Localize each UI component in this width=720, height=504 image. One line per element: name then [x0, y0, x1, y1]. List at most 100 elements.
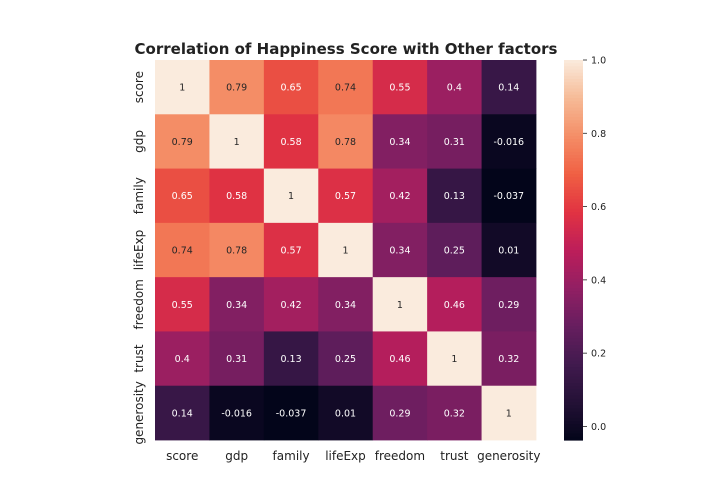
colorbar-segment	[564, 129, 583, 134]
colorbar-segment	[564, 221, 583, 226]
colorbar-segment	[564, 240, 583, 245]
colorbar-segment	[564, 98, 583, 102]
colorbar-segment	[564, 303, 583, 308]
colorbar-segment	[564, 196, 583, 200]
colorbar-segment	[564, 433, 583, 438]
cell-label-trust-freedom: 0.46	[389, 354, 410, 365]
cell-label-gdp-freedom: 0.34	[389, 137, 410, 148]
colorbar-tick-label-0.2: 0.2	[591, 349, 606, 360]
colorbar-segment	[564, 107, 583, 112]
colorbar-segment	[564, 180, 583, 185]
colorbar-segment	[564, 85, 583, 90]
colorbar-segment	[564, 398, 583, 403]
colorbar-segment	[564, 113, 583, 118]
heatmap-cell-generosity-gdp	[209, 385, 265, 441]
cell-label-generosity-generosity: 1	[506, 408, 512, 419]
colorbar-segment	[564, 91, 583, 96]
heatmap-cell-generosity-lifeExp	[318, 385, 374, 441]
colorbar-segment	[564, 329, 583, 333]
heatmap-cell-gdp-generosity	[481, 114, 537, 169]
colorbar-segment	[564, 338, 583, 343]
chart-title: Correlation of Happiness Score with Othe…	[135, 40, 558, 58]
colorbar-segment	[564, 389, 583, 394]
cell-label-family-score: 0.65	[172, 191, 193, 202]
colorbar-segment	[564, 351, 583, 356]
heatmap-cell-generosity-family	[263, 385, 319, 441]
y-tick-label-score: score	[132, 71, 146, 103]
heatmap-cell-trust-generosity	[481, 331, 537, 387]
colorbar-segment	[564, 383, 583, 387]
y-tick-label-freedom: freedom	[132, 279, 146, 329]
colorbar-segment	[564, 262, 583, 267]
colorbar-segment	[564, 72, 583, 77]
heatmap-cell-family-family	[263, 168, 319, 224]
colorbar-segment	[564, 148, 583, 153]
cell-label-trust-lifeExp: 0.25	[335, 354, 356, 365]
colorbar-segment	[564, 370, 583, 375]
cell-label-family-lifeExp: 0.57	[335, 191, 356, 202]
cell-label-score-score: 1	[179, 83, 185, 94]
colorbar-segment	[564, 246, 583, 251]
colorbar-segment	[564, 335, 583, 340]
cell-label-freedom-generosity: 0.29	[498, 300, 519, 311]
colorbar-segment	[564, 253, 583, 257]
cell-label-score-lifeExp: 0.74	[335, 83, 356, 94]
y-tick-label-trust: trust	[132, 344, 146, 372]
colorbar-segment	[564, 132, 583, 137]
colorbar-segment	[564, 170, 583, 175]
colorbar-segment	[564, 136, 583, 140]
cell-label-trust-family: 0.13	[280, 354, 301, 365]
heatmap-cell-freedom-family	[263, 277, 319, 332]
cell-label-generosity-lifeExp: 0.01	[335, 408, 356, 419]
cell-label-gdp-score: 0.79	[172, 137, 193, 148]
heatmap-cell-score-generosity	[481, 60, 537, 115]
heatmap-cell-family-score	[155, 168, 210, 224]
colorbar-segment	[564, 319, 583, 324]
heatmap-cell-gdp-family	[263, 114, 319, 169]
cell-label-lifeExp-generosity: 0.01	[498, 246, 519, 257]
colorbar-segment	[564, 202, 583, 207]
heatmap-cell-trust-freedom	[372, 331, 428, 387]
heatmap-cell-generosity-freedom	[372, 385, 428, 441]
colorbar-segment	[564, 313, 583, 318]
x-tick-label-trust: trust	[440, 449, 468, 463]
cell-label-family-freedom: 0.42	[389, 191, 410, 202]
cell-label-freedom-family: 0.42	[280, 300, 301, 311]
colorbar-segment	[564, 417, 583, 422]
colorbar-segment	[564, 237, 583, 242]
cell-label-lifeExp-trust: 0.25	[444, 246, 465, 257]
heatmap-cell-generosity-trust	[427, 385, 482, 441]
cell-label-freedom-lifeExp: 0.34	[335, 300, 356, 311]
cell-label-generosity-trust: 0.32	[444, 408, 465, 419]
colorbar-segment	[564, 151, 583, 156]
heatmap-cell-trust-gdp	[209, 331, 265, 387]
cell-label-score-freedom: 0.55	[389, 83, 410, 94]
colorbar-tick-label-0.6: 0.6	[591, 202, 606, 213]
heatmap-cell-score-lifeExp	[318, 60, 374, 115]
colorbar-segment	[564, 395, 583, 400]
colorbar-segment	[564, 117, 583, 121]
cell-label-score-trust: 0.4	[447, 83, 462, 94]
cell-label-gdp-gdp: 1	[234, 137, 240, 148]
colorbar-segment	[564, 69, 583, 74]
colorbar-segment	[564, 164, 583, 169]
y-tick-label-lifeExp: lifeExp	[132, 230, 146, 271]
x-tick-label-score: score	[166, 449, 198, 463]
colorbar-segment	[564, 275, 583, 280]
colorbar-segment	[564, 193, 583, 197]
heatmap-cell-score-gdp	[209, 60, 265, 115]
colorbar-segment	[564, 272, 583, 276]
cell-label-score-gdp: 0.79	[226, 83, 247, 94]
colorbar-segment	[564, 155, 583, 159]
heatmap-cell-gdp-score	[155, 114, 210, 169]
colorbar-segment	[564, 316, 583, 321]
heatmap-cell-family-freedom	[372, 168, 428, 224]
colorbar-segment	[564, 326, 583, 330]
colorbar-segment	[564, 234, 583, 238]
colorbar-segment	[564, 414, 583, 419]
heatmap-cell-trust-lifeExp	[318, 331, 374, 387]
colorbar-segment	[564, 307, 583, 311]
heatmap-cell-lifeExp-score	[155, 222, 210, 278]
colorbar-segment	[564, 364, 583, 368]
colorbar-segment	[564, 427, 583, 432]
